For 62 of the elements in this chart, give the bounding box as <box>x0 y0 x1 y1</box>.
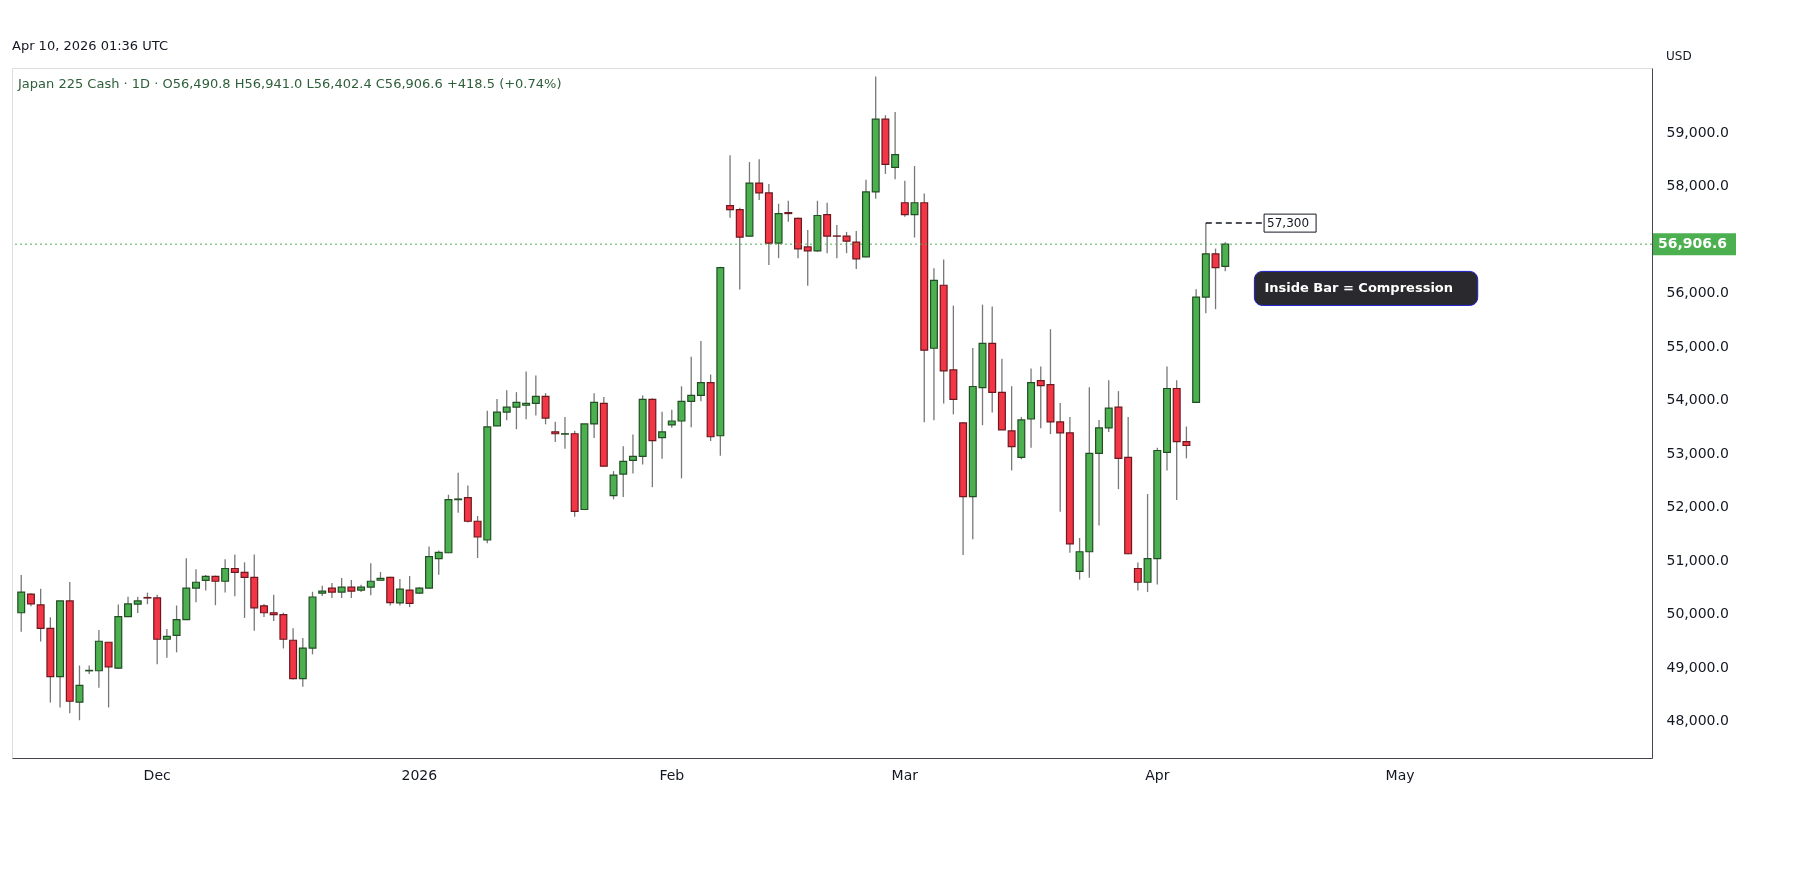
x-tick-label: Apr <box>1145 766 1170 783</box>
y-axis-title: USD <box>1666 49 1692 63</box>
candlestick <box>473 515 482 559</box>
candlestick <box>891 111 900 180</box>
candlestick <box>658 411 667 460</box>
candlestick <box>1211 247 1220 310</box>
candlestick <box>784 200 793 223</box>
candlestick <box>75 664 84 721</box>
text: Apr 10, 2026 01:36 UTC <box>12 38 169 53</box>
candlestick <box>17 574 26 633</box>
candlestick <box>803 229 812 287</box>
y-tick-label: 54,000.0 <box>1666 391 1729 408</box>
y-tick-label: 55,000.0 <box>1666 337 1729 354</box>
y-tick-label: 48,000.0 <box>1666 712 1729 729</box>
candlestick <box>1104 379 1113 433</box>
y-tick-label: 53,000.0 <box>1666 444 1729 461</box>
candlestick <box>1007 385 1016 472</box>
candlestick <box>541 392 550 425</box>
candlestick <box>726 154 735 219</box>
y-tick-label: 56,000.0 <box>1666 284 1729 301</box>
candlestick <box>230 553 239 598</box>
candlestick <box>551 421 560 443</box>
candlestick <box>832 224 841 259</box>
x-tick-label: May <box>1385 766 1415 783</box>
candlestick <box>337 577 346 599</box>
candlestick <box>522 370 531 421</box>
candlestick <box>1133 561 1142 592</box>
y-tick-label: 52,000.0 <box>1666 498 1729 515</box>
y-tick-label: 59,000.0 <box>1666 123 1729 140</box>
candlestick <box>590 392 599 439</box>
candlestick <box>628 433 637 475</box>
annotation: Inside Bar = Compression <box>1264 280 1454 296</box>
y-tick-label: 58,000.0 <box>1666 177 1729 194</box>
candlestick <box>823 202 832 254</box>
x-tick-label: Feb <box>659 766 685 783</box>
ref-line-label: 56,906.6 <box>1658 235 1728 252</box>
candlestick <box>531 374 540 417</box>
y-tick-label: 50,000.0 <box>1666 605 1729 622</box>
candlestick <box>910 165 919 239</box>
candlestick <box>395 578 404 607</box>
candlestick <box>221 558 230 594</box>
y-tick-label: 49,000.0 <box>1666 658 1729 675</box>
candlestick <box>192 568 200 603</box>
x-tick-label: Dec <box>143 766 171 783</box>
ref-line-label: 57,300 <box>1267 216 1310 231</box>
candlestick <box>900 180 909 218</box>
candlestick <box>696 340 705 402</box>
candlestick <box>124 596 133 618</box>
candlestick <box>327 582 336 599</box>
candlestick <box>366 562 375 596</box>
x-tick-label: 2026 <box>401 766 438 783</box>
y-tick-label: 51,000.0 <box>1666 551 1729 568</box>
candlestick <box>405 575 414 608</box>
candlestick <box>560 416 569 450</box>
candlestick <box>211 574 220 606</box>
text: Japan 225 Cash · 1D · O56,490.8 H56,941.0 L56,402.4 C56,906.6 +418.5 (+0.74%) <box>17 76 562 91</box>
x-tick-label: Mar <box>891 766 919 783</box>
candlestick <box>493 398 502 428</box>
candlestick <box>463 484 472 524</box>
candlestick <box>347 579 356 599</box>
candlestick <box>755 158 764 201</box>
candlestick <box>162 628 171 659</box>
